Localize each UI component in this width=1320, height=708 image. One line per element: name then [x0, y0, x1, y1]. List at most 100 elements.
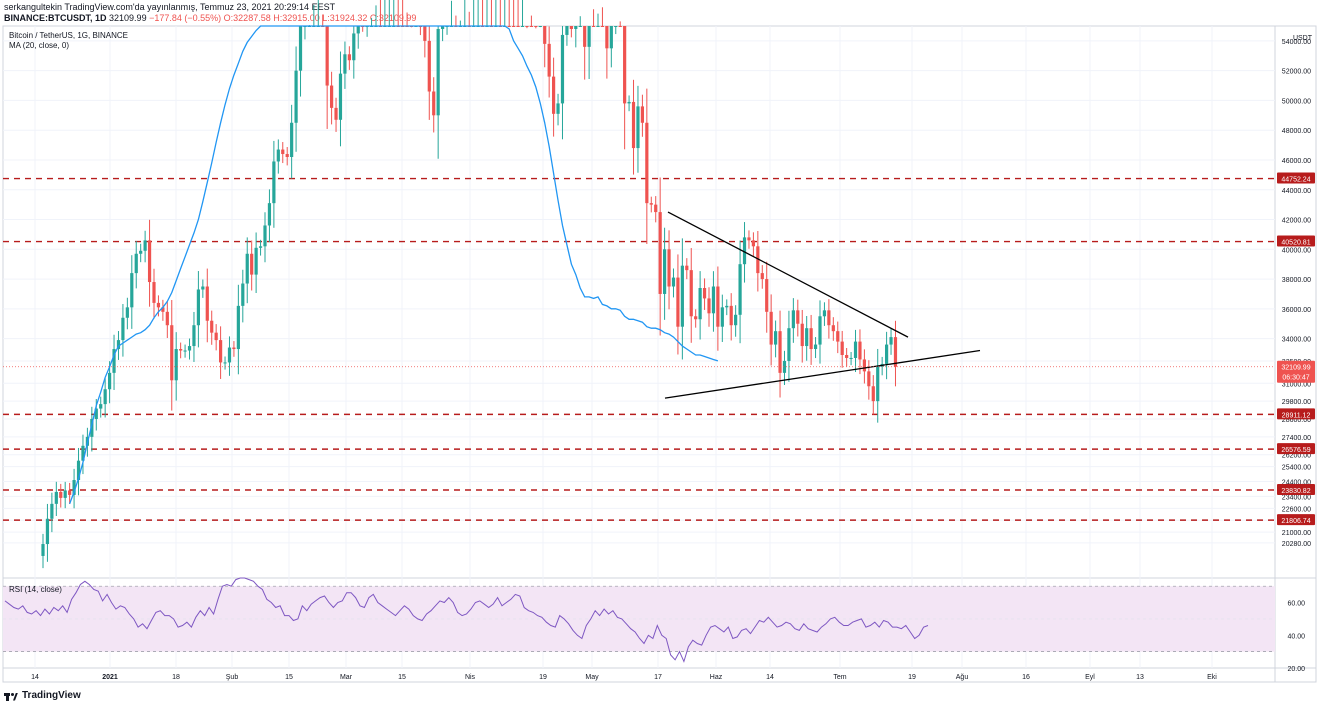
candle-body	[805, 328, 809, 347]
candle-body	[885, 344, 889, 364]
candle-body	[734, 314, 738, 326]
high-label: H:32915.00	[273, 13, 320, 23]
last-price-tag	[1277, 360, 1315, 383]
candle-body	[769, 311, 773, 345]
candle-body	[205, 286, 209, 321]
candle-body	[787, 328, 791, 361]
level-price-tag	[1277, 172, 1315, 184]
price-tick-label: 42000.00	[1282, 218, 1311, 225]
candle-body	[849, 357, 853, 359]
candle-body	[227, 347, 232, 363]
rsi-legend[interactable]: RSI (14, close)	[9, 585, 62, 594]
candle-body	[441, 26, 445, 29]
candle-body	[196, 289, 200, 326]
candle-body	[560, 34, 565, 104]
time-tick-label: 15	[398, 674, 406, 681]
time-tick-label: 14	[31, 674, 39, 681]
time-tick-label: May	[585, 674, 599, 681]
candle-body	[258, 246, 263, 248]
candle-body	[72, 480, 76, 495]
price-tick-label: 24400.00	[1282, 480, 1311, 487]
ma-legend[interactable]: MA (20, close, 0)	[9, 41, 70, 50]
time-tick-label: Ağu	[956, 674, 969, 681]
candle-body	[729, 305, 733, 326]
level-price-tag	[1277, 483, 1315, 495]
lower-trendline	[664, 349, 981, 399]
candle-body	[125, 307, 129, 318]
candle-body	[853, 341, 858, 358]
time-tick-label: Tem	[833, 674, 846, 681]
time-tick-label: Eyl	[1085, 674, 1095, 681]
price-tick-label: 21000.00	[1282, 530, 1311, 537]
candle-body	[334, 107, 338, 120]
time-tick-label: Şub	[226, 674, 239, 681]
candle-body	[640, 106, 644, 123]
series-legend: Bitcoin / TetherUS, 1G, BINANCE MA (20, …	[9, 31, 128, 51]
candle-body	[90, 419, 94, 437]
candle-body	[201, 286, 205, 290]
rsi-tick-label: 20.00	[1287, 666, 1305, 673]
price-tick-label: 29800.00	[1282, 399, 1311, 406]
candle-body	[760, 273, 764, 280]
candle-body	[631, 101, 636, 149]
candle-body	[680, 265, 684, 327]
candle-body	[112, 349, 116, 373]
candle-body	[796, 310, 800, 324]
candle-body	[223, 362, 227, 364]
candle-body	[152, 282, 156, 303]
candle-body	[756, 246, 760, 274]
candle-body	[663, 249, 667, 294]
price-tick-label: 23400.00	[1282, 494, 1311, 501]
candle-body	[725, 305, 729, 308]
candle-body	[94, 408, 98, 419]
time-tick-label: 14	[766, 674, 774, 681]
candle-body	[671, 277, 676, 287]
candle-body	[121, 317, 125, 341]
series-title[interactable]: Bitcoin / TetherUS, 1G, BINANCE	[9, 31, 129, 40]
candle-body	[143, 240, 147, 251]
candle-body	[290, 122, 294, 157]
candle-body	[352, 33, 356, 61]
level-price-label: 28911.12	[1282, 412, 1311, 419]
rsi-tick-label: 60.00	[1287, 601, 1305, 608]
time-tick-label: 18	[172, 674, 180, 681]
rsi-line	[4, 577, 929, 663]
candle-body	[41, 544, 45, 556]
candle-body	[156, 302, 161, 308]
candle-body	[720, 307, 724, 327]
time-tick-label: Haz	[710, 674, 723, 681]
candle-body	[192, 325, 196, 347]
price-tick-label: 28600.00	[1282, 417, 1311, 424]
candle-body	[330, 85, 334, 108]
candle-body	[711, 286, 716, 314]
candle-body	[254, 247, 258, 275]
candle-body	[605, 26, 609, 49]
candle-body	[298, 26, 303, 71]
level-price-tag	[1277, 235, 1315, 247]
price-tick-label: 34000.00	[1282, 337, 1311, 344]
level-price-tag	[1277, 514, 1315, 526]
footer-brand: TradingView	[4, 690, 81, 701]
time-tick-label: 16	[1022, 674, 1030, 681]
candle-body	[512, 26, 516, 27]
price-tick-label: 44000.00	[1282, 188, 1311, 195]
candle-body	[596, 26, 600, 27]
candle-body	[654, 204, 658, 213]
candle-body	[623, 26, 627, 104]
candle-body	[529, 26, 533, 27]
candle-body	[210, 320, 214, 333]
candle-body	[809, 328, 813, 350]
time-tick-label: 19	[539, 674, 547, 681]
candle-body	[867, 371, 871, 387]
candle-body	[427, 40, 431, 92]
candle-body	[569, 26, 573, 29]
candle-body	[778, 331, 782, 373]
level-price-tag	[1277, 443, 1315, 455]
candle-body	[552, 76, 556, 114]
candle-body	[63, 490, 67, 498]
price-tick-label: 40000.00	[1282, 247, 1311, 254]
time-tick-label: 17	[654, 674, 662, 681]
candle-body	[81, 445, 85, 461]
candle-body	[862, 359, 866, 372]
